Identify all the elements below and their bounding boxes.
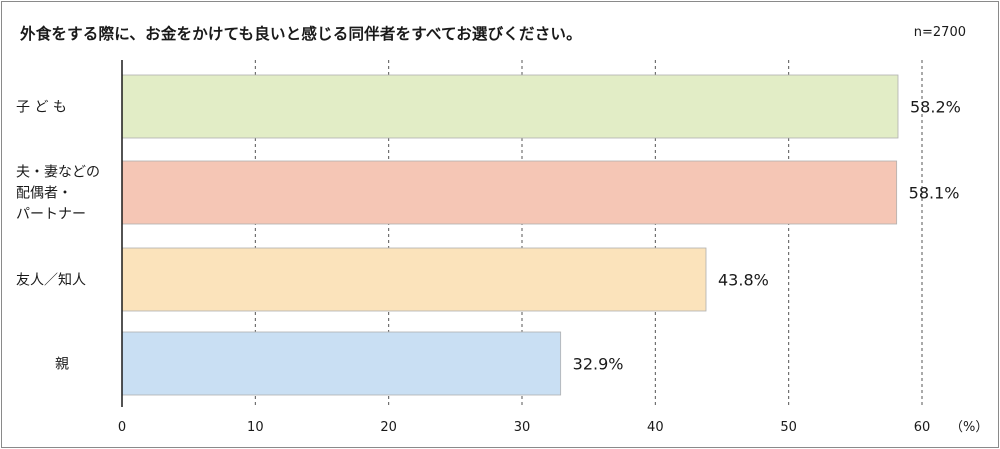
category-label: 夫・妻などの bbox=[16, 165, 100, 181]
x-tick-label: 0 bbox=[118, 420, 126, 435]
value-label: 32.9% bbox=[573, 355, 624, 374]
x-tick-label: 40 bbox=[647, 420, 664, 435]
value-labels: 58.2% 58.1% 43.8% 32.9% bbox=[573, 98, 961, 374]
bar bbox=[121, 331, 562, 396]
bars bbox=[121, 74, 899, 396]
x-tick-label: 60 bbox=[914, 420, 931, 435]
value-label: 58.1% bbox=[909, 184, 960, 203]
chart-title: 外食をする際に、お金をかけても良いと感じる同伴者をすべてお選びください。 bbox=[20, 25, 582, 43]
bar bbox=[121, 247, 707, 312]
sample-size-note: n=2700 bbox=[913, 25, 966, 40]
category-label: 子 ど も bbox=[16, 100, 67, 116]
x-tick-label: 20 bbox=[380, 420, 397, 435]
x-tick-label: 10 bbox=[247, 420, 264, 435]
bar bbox=[121, 160, 898, 225]
x-tick-label: 30 bbox=[514, 420, 531, 435]
bar bbox=[121, 74, 899, 139]
value-label: 58.2% bbox=[910, 98, 961, 117]
x-tick-label: 50 bbox=[780, 420, 797, 435]
x-tick-labels: 0 10 20 30 40 50 60 bbox=[118, 420, 930, 435]
category-label: パートナー bbox=[16, 207, 86, 223]
category-label: 配偶者・ bbox=[16, 186, 72, 202]
category-label: 親 bbox=[55, 357, 69, 373]
value-label: 43.8% bbox=[718, 271, 769, 290]
x-unit-label: （%） bbox=[950, 420, 988, 435]
category-label: 友人／知人 bbox=[16, 272, 86, 289]
